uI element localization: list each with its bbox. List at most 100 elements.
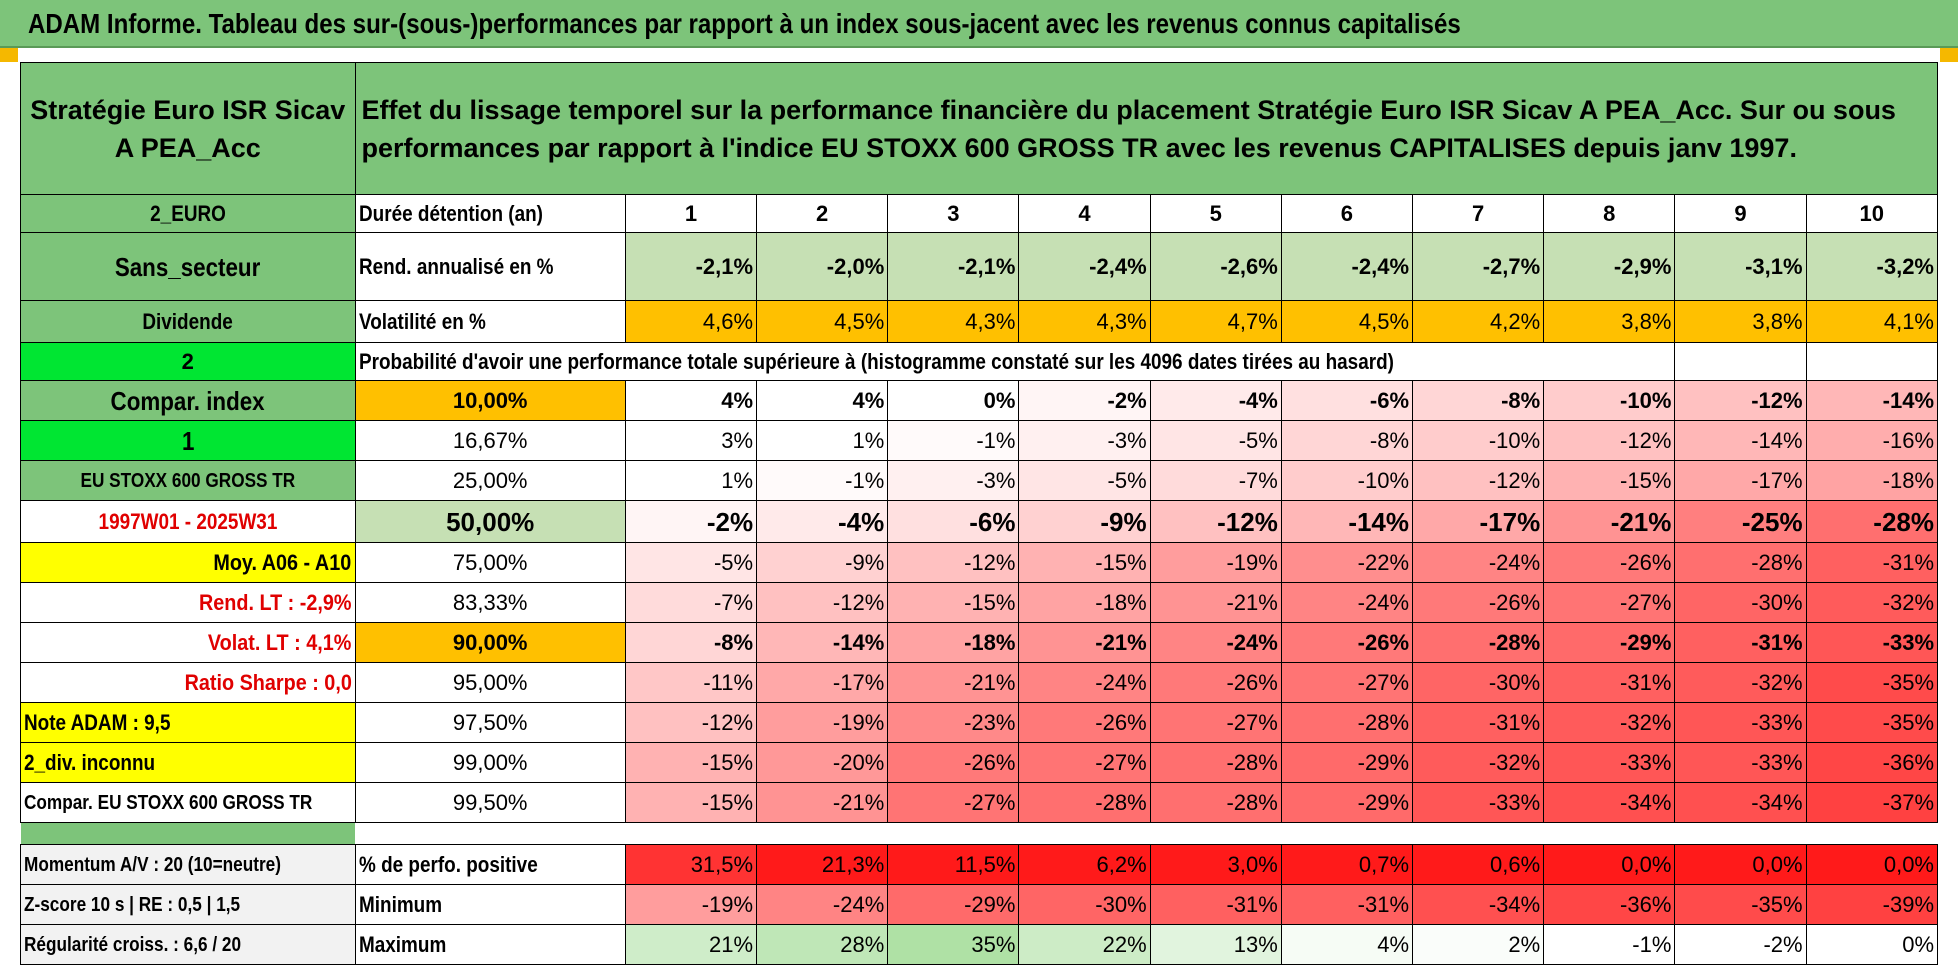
summary-value: 2% — [1412, 924, 1545, 965]
volat-8: 3,8% — [1543, 300, 1676, 343]
quantile-level: 75,00% — [354, 542, 626, 583]
quantile-value: -26% — [1018, 702, 1151, 743]
summary-value: 21,3% — [756, 844, 889, 885]
summary-value: 13% — [1149, 924, 1282, 965]
rend-2: -2,0% — [756, 232, 889, 301]
summary-row: Momentum A/V : 20 (10=neutre)% de perfo.… — [20, 844, 1939, 885]
quantile-value: 0% — [887, 380, 1020, 421]
summary-value: -34% — [1412, 884, 1545, 925]
quantile-value: -33% — [1805, 622, 1939, 663]
rend-10: -3,2% — [1805, 232, 1939, 301]
quantile-row: Rend. LT : -2,9% 83,33% -7% -12% -15% -18% -21… — [20, 582, 1939, 623]
year-1: 1 — [624, 194, 758, 233]
side-momentum: Momentum A/V : 20 (10=neutre) — [20, 844, 356, 885]
sector-label: Sans_secteur — [20, 232, 356, 301]
quantile-level: 10,00% — [354, 380, 626, 421]
quantile-value: -24% — [1018, 662, 1151, 703]
side-sharpe: Ratio Sharpe : 0,0 — [20, 662, 356, 703]
corner-marker-left — [0, 48, 18, 62]
quantile-value: 3% — [624, 420, 758, 461]
summary-value: -31% — [1280, 884, 1414, 925]
quantile-value: -26% — [887, 742, 1020, 783]
summary-value: -30% — [1018, 884, 1151, 925]
corner-marker-right — [1940, 48, 1958, 62]
summary-label: Minimum — [354, 884, 626, 925]
quantile-value: -14% — [1674, 420, 1807, 461]
summary-value: 3,0% — [1149, 844, 1282, 885]
spacer-row — [20, 822, 1938, 845]
quantile-value: -29% — [1280, 782, 1414, 823]
side-zscore: Z-score 10 s | RE : 0,5 | 1,5 — [20, 884, 356, 925]
rend-label: Rend. annualisé en % — [354, 232, 626, 301]
quantile-value: -35% — [1805, 702, 1939, 743]
quantile-value: -31% — [1543, 662, 1676, 703]
quantile-value: -15% — [1543, 460, 1676, 501]
summary-value: 11,5% — [887, 844, 1020, 885]
side-moy: Moy. A06 - A10 — [20, 542, 356, 583]
quantile-value: -12% — [1543, 420, 1676, 461]
fund-description: Effet du lissage temporel sur la perform… — [354, 62, 1938, 195]
summary-value: -35% — [1674, 884, 1807, 925]
quantile-value: -33% — [1412, 782, 1545, 823]
quantile-value: -27% — [887, 782, 1020, 823]
volat-9: 3,8% — [1674, 300, 1807, 343]
quantile-value: -31% — [1805, 542, 1939, 583]
summary-value: -31% — [1149, 884, 1282, 925]
quantile-value: -10% — [1412, 420, 1545, 461]
summary-value: -36% — [1543, 884, 1676, 925]
row-proba: 2 Probabilité d'avoir une performance to… — [20, 342, 1939, 381]
quantile-value: -12% — [1149, 500, 1282, 543]
quantile-value: -33% — [1674, 742, 1807, 783]
mode-cell[interactable]: 2 — [20, 342, 356, 381]
spacer-blank — [355, 822, 1938, 845]
quantile-value: -21% — [1018, 622, 1151, 663]
summary-value: 6,2% — [1018, 844, 1151, 885]
header-row: Stratégie Euro ISR Sicav A PEA_Acc Effet… — [20, 62, 1938, 195]
quantile-value: -31% — [1412, 702, 1545, 743]
summary-value: -2% — [1674, 924, 1807, 965]
quantile-value: -34% — [1674, 782, 1807, 823]
summary-row: Régularité croiss. : 6,6 / 20 Maximum 21% 2… — [20, 924, 1939, 965]
performance-table: Stratégie Euro ISR Sicav A PEA_Acc Effet… — [20, 62, 1939, 965]
side-compar-index: Compar. index — [20, 380, 356, 421]
quantile-value: -27% — [1149, 702, 1282, 743]
volat-10: 4,1% — [1805, 300, 1939, 343]
summary-value: 0,0% — [1805, 844, 1939, 885]
quantile-value: -8% — [624, 622, 758, 663]
rend-6: -2,4% — [1280, 232, 1414, 301]
quantile-value: -26% — [1149, 662, 1282, 703]
summary-row: Z-score 10 s | RE : 0,5 | 1,5 Minimum -19%… — [20, 884, 1939, 925]
proba-label: Probabilité d'avoir une performance tota… — [354, 342, 1676, 381]
quantile-level: 83,33% — [354, 582, 626, 623]
quantile-value: -34% — [1543, 782, 1676, 823]
summary-value: -29% — [887, 884, 1020, 925]
year-10: 10 — [1805, 194, 1939, 233]
quantile-row: 2_div. inconnu 99,00% -15% -20% -26% -27% -28%… — [20, 742, 1939, 783]
row-duree: 2_EURO Durée détention (an) 1 2 3 4 5 6 … — [20, 194, 1939, 233]
summary-value: 35% — [887, 924, 1020, 965]
duree-label: Durée détention (an) — [354, 194, 626, 233]
year-5: 5 — [1149, 194, 1282, 233]
quantile-value: -24% — [1412, 542, 1545, 583]
fund-name: Stratégie Euro ISR Sicav A PEA_Acc — [20, 62, 356, 195]
volat-6: 4,5% — [1280, 300, 1414, 343]
side-flag[interactable]: 1 — [20, 420, 356, 461]
quantile-level: 97,50% — [354, 702, 626, 743]
summary-value: -24% — [756, 884, 889, 925]
quantile-value: -33% — [1543, 742, 1676, 783]
quantile-value: -14% — [1805, 380, 1939, 421]
quantile-value: 4% — [756, 380, 889, 421]
year-9: 9 — [1674, 194, 1807, 233]
volat-7: 4,2% — [1412, 300, 1545, 343]
quantile-row: Note ADAM : 9,5 97,50% -12% -19% -23% -26% -27… — [20, 702, 1939, 743]
summary-value: 21% — [624, 924, 758, 965]
rend-9: -3,1% — [1674, 232, 1807, 301]
quantile-value: -28% — [1149, 782, 1282, 823]
quantile-value: -26% — [1412, 582, 1545, 623]
quantile-value: -15% — [624, 742, 758, 783]
quantile-value: -2% — [624, 500, 758, 543]
quantile-value: -18% — [887, 622, 1020, 663]
summary-value: -1% — [1543, 924, 1676, 965]
quantile-value: -20% — [756, 742, 889, 783]
rend-4: -2,4% — [1018, 232, 1151, 301]
